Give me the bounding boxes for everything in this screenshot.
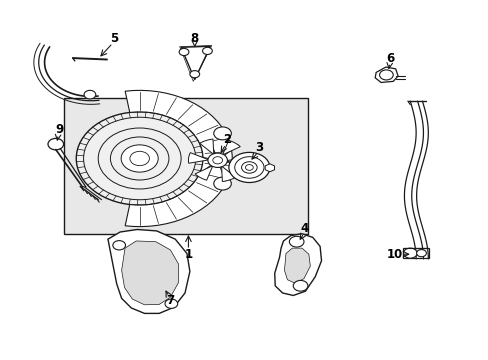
Text: 3: 3 [255, 141, 263, 154]
Circle shape [202, 47, 212, 54]
Polygon shape [222, 140, 240, 155]
Polygon shape [108, 229, 189, 314]
Circle shape [189, 71, 199, 78]
Circle shape [207, 153, 227, 167]
Polygon shape [125, 90, 232, 226]
Polygon shape [402, 248, 428, 258]
Circle shape [379, 70, 392, 80]
FancyBboxPatch shape [64, 98, 307, 234]
Polygon shape [264, 164, 274, 172]
Text: 10: 10 [386, 248, 402, 261]
Circle shape [228, 152, 269, 183]
Circle shape [293, 280, 307, 291]
Circle shape [213, 177, 231, 190]
Polygon shape [188, 153, 208, 163]
Text: 5: 5 [109, 32, 118, 45]
Polygon shape [221, 166, 235, 181]
Polygon shape [181, 46, 210, 80]
Polygon shape [274, 234, 321, 296]
Text: 6: 6 [386, 51, 394, 64]
Text: 2: 2 [223, 133, 230, 146]
Circle shape [113, 240, 125, 250]
Polygon shape [226, 157, 246, 168]
Circle shape [84, 90, 96, 99]
Text: 8: 8 [190, 32, 199, 45]
Polygon shape [374, 67, 397, 82]
Circle shape [76, 112, 203, 205]
Circle shape [164, 299, 177, 309]
Circle shape [241, 162, 257, 173]
Circle shape [289, 236, 304, 247]
Circle shape [213, 127, 231, 140]
Circle shape [121, 145, 158, 172]
Polygon shape [195, 166, 212, 180]
Circle shape [403, 248, 416, 258]
Circle shape [416, 249, 426, 257]
Circle shape [48, 138, 63, 150]
Text: 9: 9 [55, 123, 63, 136]
Polygon shape [122, 241, 178, 305]
Text: 1: 1 [184, 248, 192, 261]
Polygon shape [199, 139, 213, 154]
Text: 4: 4 [300, 222, 308, 235]
Circle shape [179, 48, 188, 55]
Polygon shape [284, 248, 310, 283]
Text: 7: 7 [165, 294, 174, 307]
